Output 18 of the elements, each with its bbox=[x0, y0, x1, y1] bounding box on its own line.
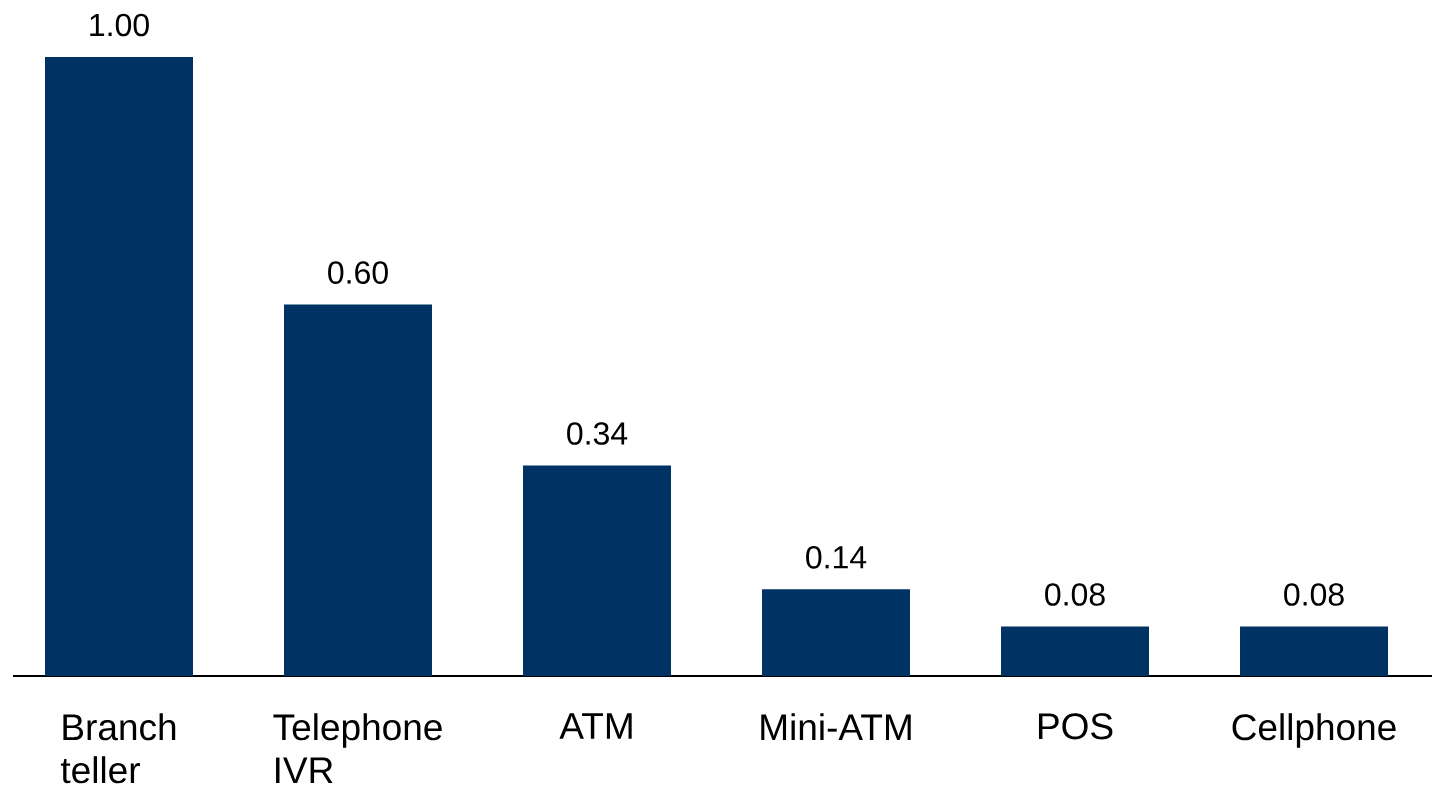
x-tick-label: Cellphone bbox=[1232, 713, 1396, 748]
x-tick-label: Branch teller bbox=[60, 713, 176, 784]
bar bbox=[45, 56, 193, 676]
x-tick-label: Mini-ATM bbox=[761, 713, 911, 741]
bar bbox=[1001, 626, 1150, 676]
data-label: 1.00 bbox=[90, 13, 149, 37]
data-label: 0.14 bbox=[806, 546, 867, 569]
x-tick-label: ATM bbox=[559, 713, 632, 739]
bar bbox=[762, 589, 911, 676]
x-tick-label: POS bbox=[1038, 713, 1113, 740]
x-tick-label: Telephone IVR bbox=[273, 713, 442, 784]
bar bbox=[1240, 626, 1389, 676]
data-label: 0.08 bbox=[1284, 583, 1344, 606]
bar bbox=[523, 465, 671, 676]
data-label: 0.60 bbox=[328, 261, 388, 284]
data-label: 0.08 bbox=[1045, 583, 1105, 606]
bar bbox=[284, 304, 432, 676]
data-label: 0.34 bbox=[567, 422, 628, 445]
